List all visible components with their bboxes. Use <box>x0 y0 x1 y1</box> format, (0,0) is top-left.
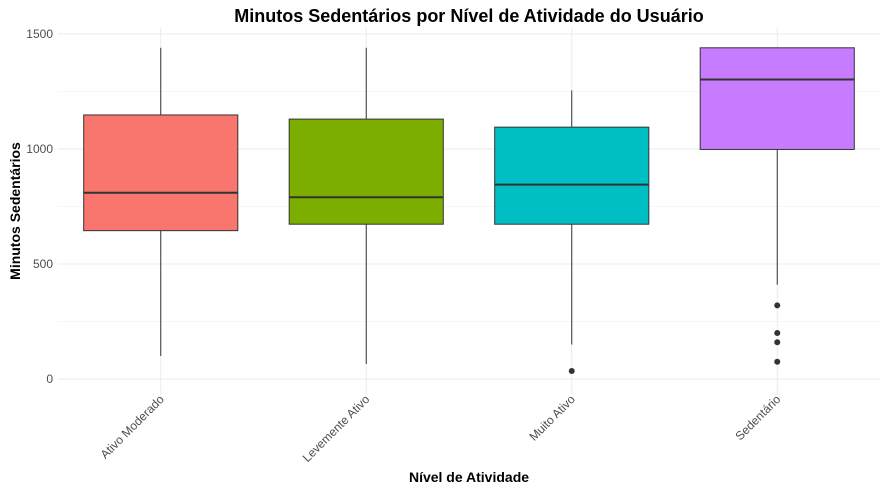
x-tick-label: Ativo Moderado <box>98 392 168 462</box>
box <box>494 126 650 225</box>
box <box>288 118 444 225</box>
x-tick-label: Muito Ativo <box>526 392 578 444</box>
x-tick-label: Levemente Ativo <box>300 392 373 465</box>
x-axis-title: Nível de Atividade <box>409 469 529 485</box>
y-tick-label: 500 <box>33 257 53 271</box>
y-tick-label: 1500 <box>26 27 53 41</box>
plot-area: 0 500 1000 1500 Ativo Moderado Levemente Ativ… <box>26 27 880 465</box>
outlier-point <box>774 358 781 365</box>
box <box>83 114 239 232</box>
outlier-point <box>774 302 781 309</box>
outlier-point <box>774 330 781 336</box>
outlier-point <box>568 367 575 374</box>
y-tick-label: 1000 <box>26 142 53 156</box>
y-axis-title: Minutos Sedentários <box>7 142 23 280</box>
box <box>699 47 855 150</box>
x-tick-label: Sedentário <box>732 392 783 443</box>
chart-title: Minutos Sedentários por Nível de Ativida… <box>234 6 703 26</box>
y-tick-label: 0 <box>46 372 53 386</box>
outlier-point <box>774 339 781 346</box>
